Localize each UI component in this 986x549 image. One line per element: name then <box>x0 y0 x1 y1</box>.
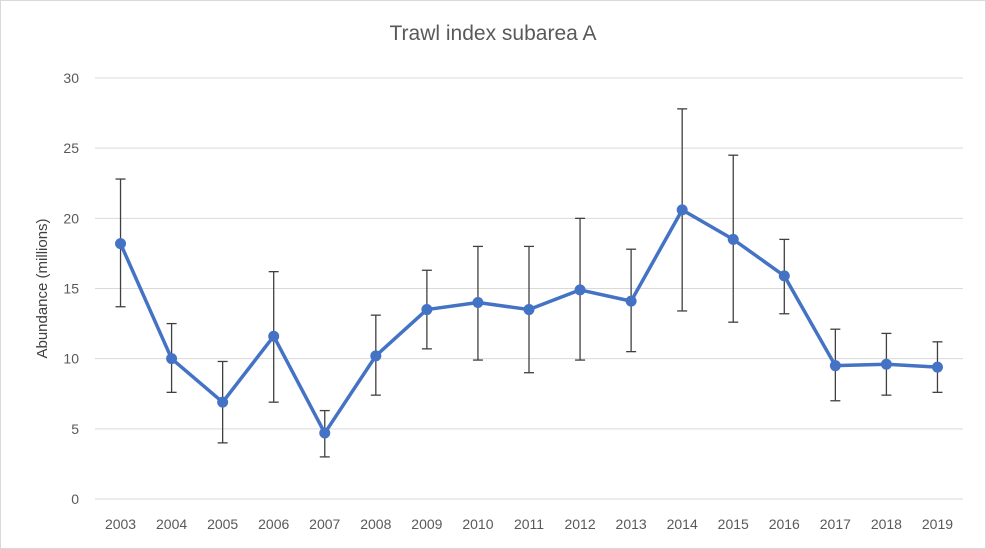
y-tick-label: 10 <box>63 351 79 367</box>
x-tick-label: 2012 <box>564 516 595 532</box>
x-tick-label: 2008 <box>360 516 391 532</box>
data-point <box>880 358 892 370</box>
x-tick-label: 2016 <box>769 516 800 532</box>
data-point <box>829 360 841 372</box>
data-point <box>217 396 229 408</box>
y-tick-label: 0 <box>71 491 79 507</box>
x-tick-label: 2014 <box>667 516 698 532</box>
chart-title: Trawl index subarea A <box>389 22 597 45</box>
data-point <box>370 350 382 362</box>
x-tick-label: 2003 <box>105 516 136 532</box>
y-tick-label: 30 <box>63 70 79 86</box>
data-point <box>166 353 178 365</box>
x-tick-label: 2006 <box>258 516 289 532</box>
y-axis-label: Abundance (millions) <box>34 218 51 358</box>
x-tick-label: 2004 <box>156 516 187 532</box>
x-tick-label: 2010 <box>462 516 493 532</box>
data-point <box>268 330 280 342</box>
data-points <box>115 204 943 439</box>
data-point <box>523 304 535 316</box>
x-tick-label: 2018 <box>871 516 902 532</box>
y-tick-label: 25 <box>63 140 79 156</box>
x-tick-label: 2019 <box>922 516 953 532</box>
y-tick-label: 5 <box>71 421 79 437</box>
x-tick-label: 2011 <box>514 516 544 532</box>
x-tick-label: 2007 <box>309 516 340 532</box>
x-tick-label: 2005 <box>207 516 238 532</box>
x-tick-label: 2009 <box>411 516 442 532</box>
data-point <box>676 204 688 216</box>
error-bars <box>115 108 943 458</box>
data-point <box>931 361 943 373</box>
data-point <box>421 304 433 316</box>
x-tick-label: 2015 <box>718 516 749 532</box>
y-tick-label: 20 <box>63 210 79 226</box>
data-point <box>625 295 637 307</box>
data-point <box>727 233 739 245</box>
x-tick-label: 2013 <box>616 516 647 532</box>
x-axis-tick-labels: 2003 2004 2005 2006 2007 2008 2009 2010 2011 2012… <box>105 516 953 532</box>
data-point <box>778 270 790 282</box>
y-tick-label: 15 <box>63 281 79 297</box>
data-point <box>115 238 127 250</box>
data-point <box>319 427 331 439</box>
data-point <box>472 297 484 309</box>
data-point <box>574 284 586 296</box>
x-tick-label: 2017 <box>820 516 851 532</box>
y-axis-tick-labels: 0 5 10 15 20 25 30 <box>63 70 79 507</box>
